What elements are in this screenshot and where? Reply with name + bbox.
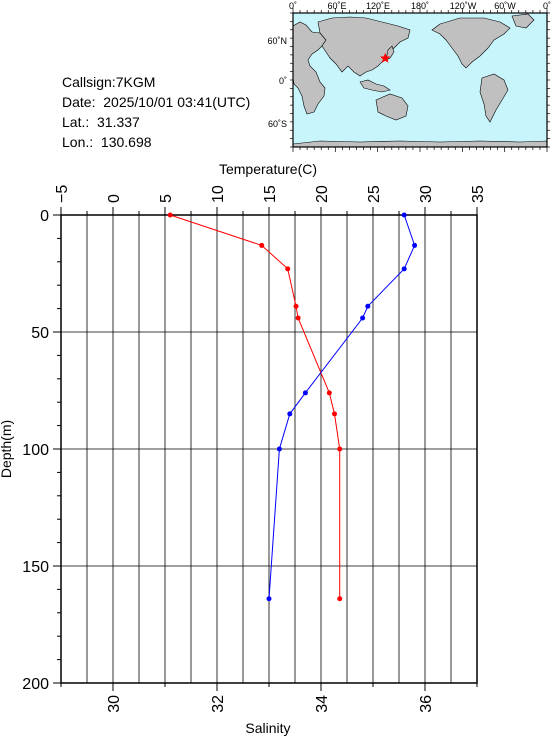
y-axis-tick-label: 50 [31,325,49,342]
temperature-point [332,411,338,417]
land-north-america [431,17,511,69]
temperature-line [170,214,341,599]
map-lon-label-5: 120˚W [450,1,477,11]
y-axis-tick-label: 0 [40,208,49,225]
longitude-text: Lon.: 130.698 [62,134,152,150]
top-axis-tick-label: 25 [366,185,383,203]
land-australia [375,93,409,121]
profile-chart: −5 0 5 10 15 20 25 30 35 30 32 34 36 0 50 100 150 200 Tem… [0,161,487,736]
bottom-axis-tick-label: 34 [314,695,331,713]
salinity-point [365,303,371,309]
temperature-point [285,266,291,272]
top-axis-tick-label: 35 [470,185,487,203]
y-axis-tick-label: 150 [22,559,49,576]
map-lat-label-1: 60˚N [267,36,287,46]
top-axis-tick-label: 30 [418,185,435,203]
top-axis-tick-label: 5 [158,194,175,203]
temperature-point [259,242,265,248]
temperature-point [295,315,301,321]
world-map: 0˚ 60˚E 120˚E 180˚ 120˚W 60˚W 0˚ 60˚N 0˚… [267,1,551,152]
salinity-point [360,315,366,321]
map-lon-label-6: 60˚W [494,1,516,11]
salinity-point [302,390,308,396]
map-lon-label-4: 180˚ [411,1,429,11]
station-marker-icon [380,52,391,63]
bottom-axis-title: Salinity [245,720,290,736]
top-axis-tick-label: 10 [210,185,227,203]
y-axis-tick-label: 200 [22,676,49,693]
map-lon-label-7: 0˚ [543,1,551,11]
land-greenland [511,13,535,29]
salinity-point [287,411,293,417]
temperature-point [167,212,173,218]
top-axis-title: Temperature(C) [219,161,317,177]
top-axis-tick-label: 20 [314,185,331,203]
salinity-point [401,266,407,272]
latitude-text: Lat.: 31.337 [62,114,140,130]
map-lat-label-3: 60˚S [268,119,287,129]
bottom-axis-tick-label: 32 [210,695,227,713]
temperature-point [293,303,299,309]
salinity-point [401,212,407,218]
callsign-text: Callsign:7KGM [62,74,156,90]
land-antarctica [292,140,548,148]
salinity-point [266,596,272,602]
y-axis-tick-label: 100 [22,442,49,459]
map-landmasses [292,13,548,148]
map-lat-label-2: 0˚ [279,76,287,86]
salinity-point [412,242,418,248]
chart-series [167,212,418,602]
top-axis-tick-label: 0 [106,194,123,203]
salinity-line [268,214,416,599]
temperature-point [337,596,343,602]
land-south-america [479,73,509,123]
chart-axes: −5 0 5 10 15 20 25 30 35 30 32 34 36 0 50 100 150 200 [22,185,487,713]
salinity-point [276,446,282,452]
map-lon-label-1: 0˚ [289,1,297,11]
temperature-point [337,446,343,452]
land-asia [317,16,411,77]
map-ticks [290,8,550,152]
map-lon-label-2: 60˚E [327,1,346,11]
land-indonesia [359,79,391,93]
temperature-point [326,390,332,396]
y-axis-title: Depth(m) [0,420,14,478]
bottom-axis-tick-label: 36 [418,695,435,713]
land-europe-africa [292,21,327,115]
chart-grid [61,215,477,683]
bottom-axis-tick-label: 30 [106,695,123,713]
top-axis-tick-label: −5 [54,185,71,203]
date-text: Date: 2025/10/01 03:41(UTC) [62,94,251,110]
station-info: Callsign:7KGM Date: 2025/10/01 03:41(UTC… [62,72,250,152]
top-axis-tick-label: 15 [262,185,279,203]
map-lon-label-3: 120˚E [366,1,390,11]
